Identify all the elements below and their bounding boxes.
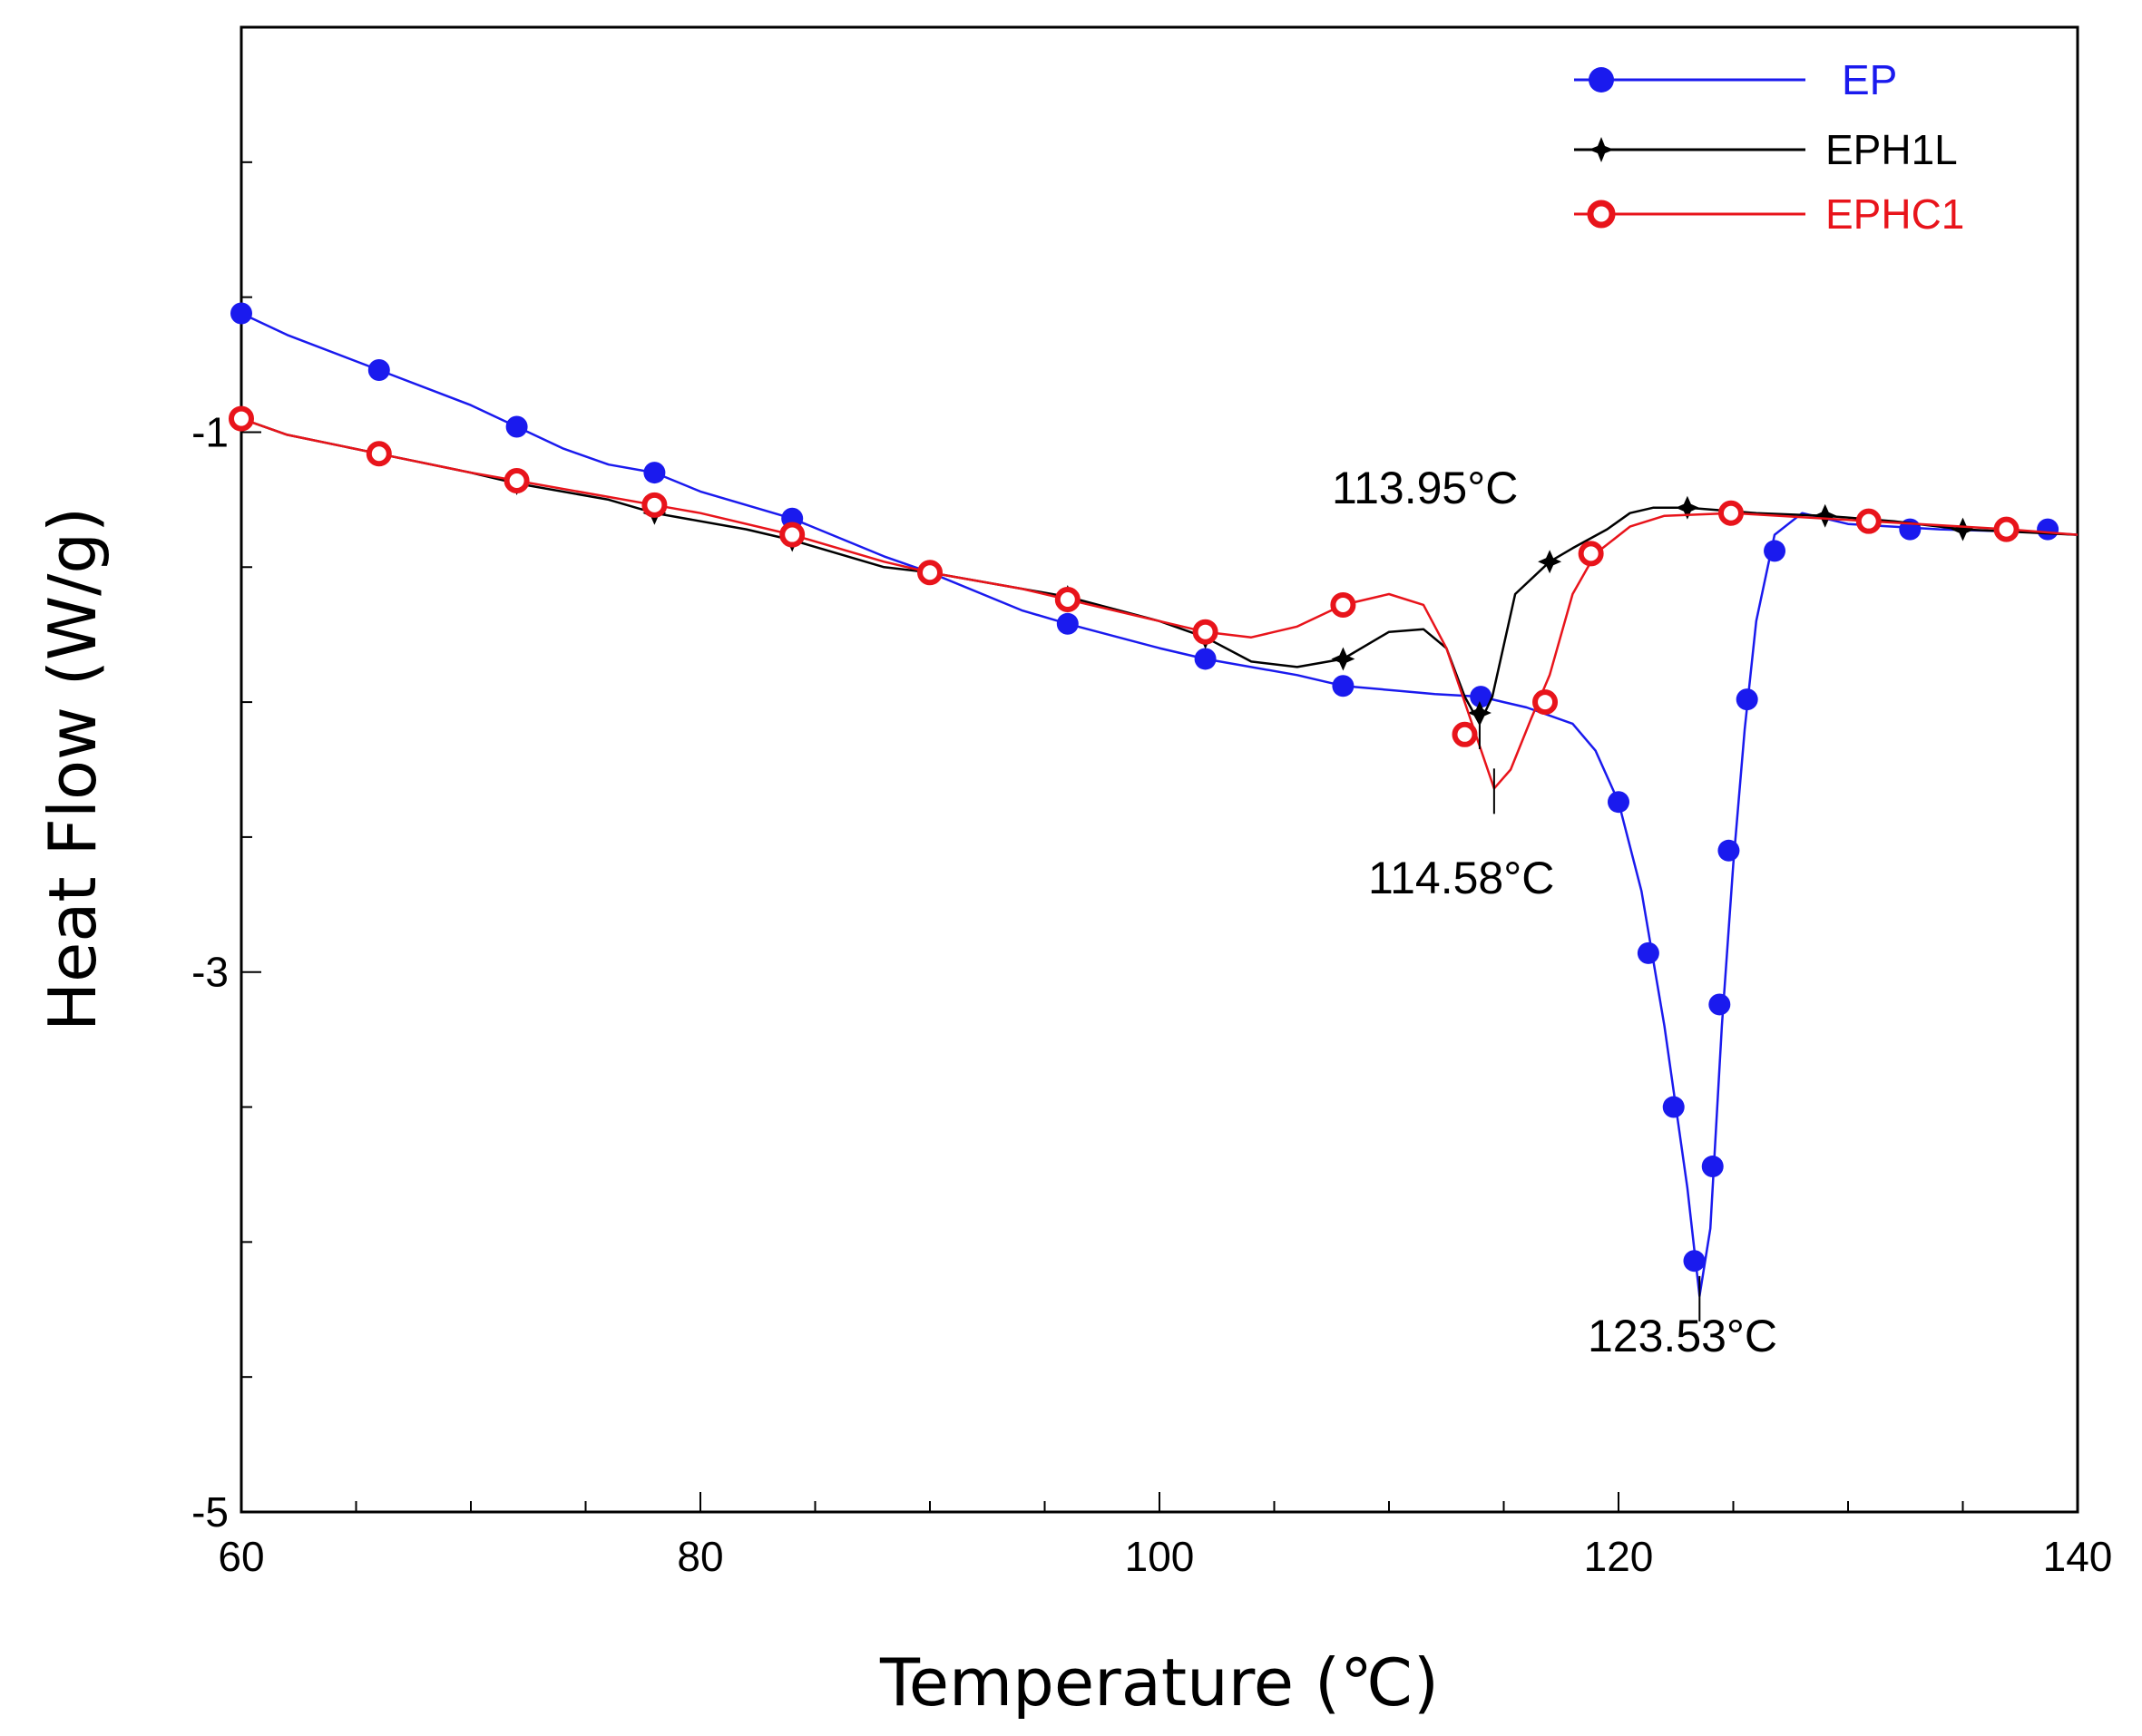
data-point <box>643 462 666 484</box>
data-point <box>779 522 806 548</box>
data-point <box>1701 1156 1724 1178</box>
data-point <box>1330 591 1356 618</box>
data-point <box>1054 586 1081 612</box>
legend-label-eph1l: EPH1L <box>1825 126 1958 173</box>
data-point <box>1331 647 1355 671</box>
legend-label-ep: EP <box>1842 56 1897 103</box>
data-point <box>505 415 528 438</box>
axis-ticks <box>241 26 1964 1512</box>
data-point <box>1813 503 1837 528</box>
data-point <box>230 302 252 325</box>
legend-marker-ep <box>1589 67 1614 93</box>
data-point <box>1608 791 1629 814</box>
x-tick-labels: 60 80 100 120 140 <box>218 1533 2112 1580</box>
annotation-ep-peak: 123.53°C <box>1588 1311 1777 1361</box>
data-point <box>1470 686 1492 708</box>
data-point <box>1708 993 1731 1016</box>
data-point <box>1736 688 1758 711</box>
series-layer <box>229 302 2078 1298</box>
data-point <box>1192 619 1218 645</box>
y-tick-label: -5 <box>191 1488 229 1536</box>
data-point <box>1951 517 1975 541</box>
data-point <box>1662 1096 1685 1118</box>
annotation-ephc1-peak: 114.58°C <box>1368 853 1554 903</box>
data-point <box>1538 550 1562 574</box>
data-point <box>1993 516 2020 542</box>
data-point <box>1717 839 1740 862</box>
data-point <box>641 492 668 518</box>
legend: EP EPH1L EPHC1 <box>1574 56 1964 238</box>
data-point <box>229 405 254 432</box>
data-point <box>504 468 530 494</box>
data-point <box>367 358 390 381</box>
data-point <box>2037 518 2059 541</box>
data-point <box>1683 1250 1706 1273</box>
x-axis-title: Temperature (℃) <box>879 1644 1439 1721</box>
legend-marker-ephc1 <box>1587 200 1616 229</box>
legend-label-ephc1: EPHC1 <box>1825 190 1964 238</box>
plot-frame <box>240 25 2079 1514</box>
y-axis-title: Heat Flow (W/g) <box>34 507 111 1031</box>
y-tick-label: -1 <box>191 408 229 455</box>
data-point <box>366 441 392 467</box>
data-point <box>1452 721 1478 747</box>
peak-annotations: 113.95°C 114.58°C 123.53°C <box>1332 463 1777 1361</box>
data-point <box>1855 508 1882 534</box>
data-point <box>1056 612 1079 635</box>
x-tick-label: 80 <box>677 1533 723 1580</box>
annotation-ephl1-peak: 113.95°C <box>1332 463 1518 513</box>
x-tick-label: 140 <box>2043 1533 2113 1580</box>
data-point <box>1717 500 1744 526</box>
series-eph1l <box>240 417 2078 726</box>
data-point <box>1194 648 1217 670</box>
data-point <box>917 560 943 586</box>
series-ephc1 <box>229 405 2078 790</box>
series-line-ep <box>240 312 2078 1298</box>
x-tick-label: 100 <box>1125 1533 1195 1580</box>
x-tick-label: 120 <box>1584 1533 1654 1580</box>
data-point <box>1764 540 1786 562</box>
series-line-eph1l <box>240 417 2078 726</box>
x-tick-label: 60 <box>218 1533 264 1580</box>
series-ep <box>230 302 2078 1298</box>
data-point <box>1578 541 1604 567</box>
y-tick-labels: -1 -3 -5 <box>191 408 229 1536</box>
data-point <box>1637 941 1659 964</box>
data-point <box>1675 495 1699 520</box>
y-tick-label: -3 <box>191 949 229 996</box>
data-point <box>1332 675 1355 697</box>
data-point <box>1532 689 1559 716</box>
series-line-ephc1 <box>240 417 2078 790</box>
legend-marker-eph1l <box>1589 137 1614 162</box>
